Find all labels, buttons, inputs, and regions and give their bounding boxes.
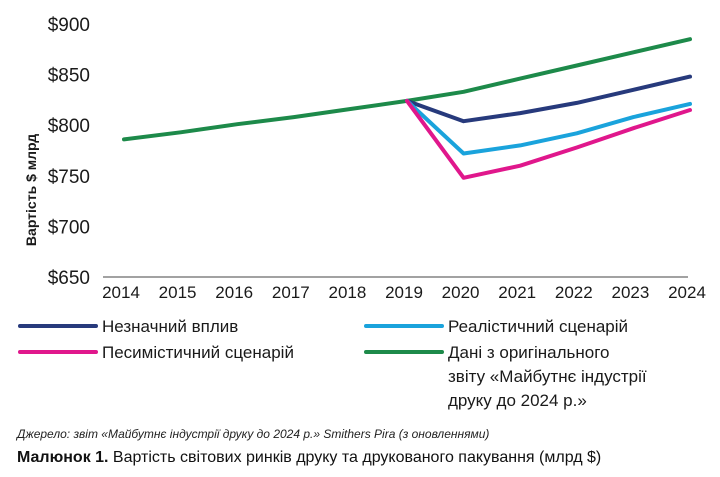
y-tick-label: $750 bbox=[48, 167, 90, 188]
y-tick-label: $700 bbox=[48, 217, 90, 238]
x-tick-label: 2021 bbox=[498, 283, 536, 302]
y-tick-label: $850 bbox=[48, 66, 90, 87]
legend-label-original: друку до 2024 р.» bbox=[448, 391, 587, 410]
x-tick-label: 2016 bbox=[215, 283, 253, 302]
x-tick-label: 2014 bbox=[102, 283, 140, 302]
legend: Незначний вплив Реалістичний сценарій Песи… bbox=[18, 317, 647, 410]
legend-label-minor: Незначний вплив bbox=[102, 317, 238, 336]
y-axis: $900 $850 $800 $750 $700 $650 bbox=[48, 15, 90, 289]
x-axis: 2014 2015 2016 2017 2018 2019 2020 2021 2022 2023… bbox=[102, 283, 706, 302]
y-tick-label: $900 bbox=[48, 15, 90, 36]
x-tick-label: 2019 bbox=[385, 283, 423, 302]
y-tick-label: $800 bbox=[48, 116, 90, 137]
x-tick-label: 2022 bbox=[555, 283, 593, 302]
x-tick-label: 2017 bbox=[272, 283, 310, 302]
series-layer bbox=[122, 37, 692, 180]
line-chart: $900$850$800$750$700$650 2014 2015 2016 201… bbox=[18, 15, 706, 410]
legend-label-original: Дані з оригінального bbox=[448, 343, 610, 362]
caption-label: Малюнок 1. bbox=[17, 449, 109, 466]
series-line-minor bbox=[405, 74, 692, 124]
x-tick-label: 2020 bbox=[442, 283, 480, 302]
x-tick-label: 2024 bbox=[668, 283, 706, 302]
series-line-pessimistic bbox=[405, 98, 692, 180]
legend-label-pessimistic: Песимістичний сценарій bbox=[102, 343, 294, 362]
x-tick-label: 2018 bbox=[328, 283, 366, 302]
y-tick-label: $650 bbox=[48, 268, 90, 289]
legend-label-realistic: Реалістичний сценарій bbox=[448, 317, 628, 336]
legend-label-original: звіту «Майбутнє індустрії bbox=[448, 367, 647, 386]
caption-text: Вартість світових ринків друку та друков… bbox=[108, 449, 602, 466]
x-tick-label: 2015 bbox=[159, 283, 197, 302]
y-axis-label: Вартість $ млрд bbox=[23, 134, 39, 246]
figure-caption: Малюнок 1. Вартість світових ринків друк… bbox=[17, 449, 601, 467]
x-tick-label: 2023 bbox=[611, 283, 649, 302]
source-note: Джерело: звіт «Майбутнє індустрії друку … bbox=[17, 427, 490, 441]
series-line-realistic bbox=[405, 98, 692, 156]
